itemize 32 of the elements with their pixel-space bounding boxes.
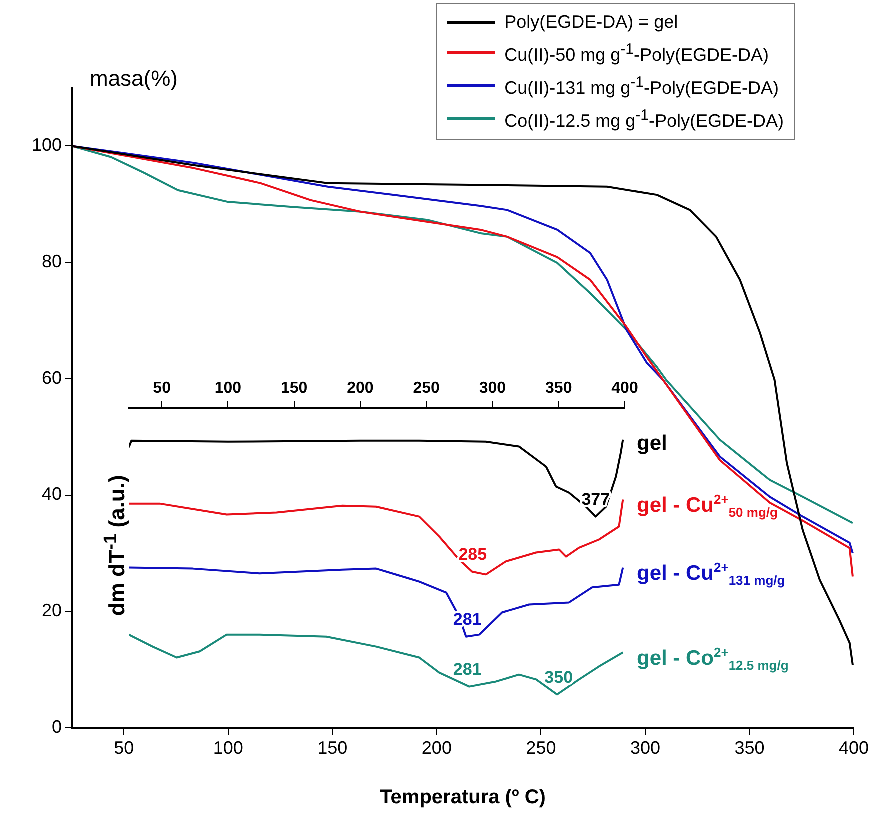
x-tick-label: 200 (422, 738, 452, 758)
x-tick-label: 400 (838, 738, 870, 758)
annotation: 350 (544, 668, 574, 687)
legend-label: Poly(EGDE-DA) = gel (504, 11, 678, 34)
series-label: gel (637, 432, 668, 456)
x-tick-label: 50 (114, 738, 134, 758)
legend-label: Cu(II)-131 mg g$^{-1}$-Poly(EGDE-DA) (504, 73, 779, 100)
x-tick-label: 250 (413, 380, 440, 397)
x-tick-label: 150 (280, 380, 308, 397)
x-tick-label: 200 (347, 380, 374, 397)
y-tick-label: 80 (42, 252, 62, 272)
y-tick-label: 60 (42, 368, 62, 388)
x-tick-label: 50 (153, 380, 172, 397)
x-tick-label: 300 (630, 738, 660, 758)
x-axis-title: Temperatura (º C) (380, 786, 546, 809)
y-axis-title: masa(%) (90, 66, 178, 92)
x-tick-label: 350 (546, 380, 572, 397)
x-tick-label: 250 (526, 738, 556, 758)
annotation: 281 (453, 660, 482, 679)
x-tick-label: 100 (213, 738, 244, 758)
annotation: 285 (458, 545, 488, 564)
x-tick-label: 100 (214, 380, 242, 397)
x-tick-label: 300 (479, 380, 506, 397)
x-tick-label: 150 (318, 738, 348, 758)
legend-label: Cu(II)-50 mg g$^{-1}$-Poly(EGDE-DA) (504, 40, 769, 67)
y-tick-label: 20 (42, 600, 62, 621)
legend-label: Co(II)-12.5 mg g$^{-1}$-Poly(EGDE-DA) (504, 106, 784, 133)
x-tick-label: 400 (612, 380, 638, 397)
y-tick-label: 0 (52, 716, 62, 737)
x-tick-label: 350 (734, 738, 765, 758)
y-tick-label: 40 (42, 484, 62, 504)
y-tick-label: 100 (32, 135, 62, 156)
